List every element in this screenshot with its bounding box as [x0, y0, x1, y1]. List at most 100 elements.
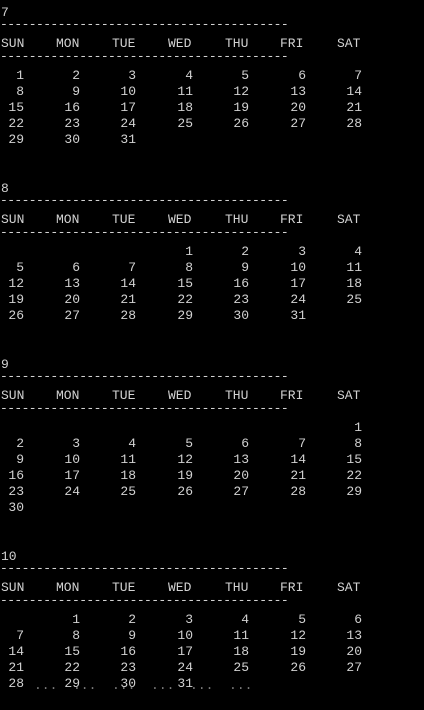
day-cell: 14 — [8, 644, 24, 659]
day-cell: 10 — [290, 260, 306, 275]
month-block: 9 ---------------------------------------… — [0, 358, 424, 518]
week-grid: 1 2 3 4 5 6 7 8 9 10 11 12 13 14 15 16 17 18 19 20 21 22 23 24 2… — [0, 68, 424, 148]
weekday-header: SUN MON TUE WED THU FRI SAT — [0, 36, 424, 52]
weekday-label: FRI — [280, 212, 304, 227]
footer-fragment: ... ... ... ... ... ... — [34, 686, 252, 693]
day-cell: 20 — [233, 468, 249, 483]
week-row: 30 — [0, 500, 424, 516]
weekday-label: TUE — [112, 580, 136, 595]
day-cell: 19 — [290, 644, 306, 659]
month-number: 9 — [1, 357, 9, 372]
day-cell: 16 — [8, 468, 24, 483]
week-row: 16 17 18 19 20 21 22 — [0, 468, 424, 484]
weekday-label: THU — [225, 580, 249, 595]
day-cell: 4 — [354, 244, 362, 259]
day-cell: 31 — [177, 676, 193, 691]
week-row: 1 2 3 4 5 6 — [0, 612, 424, 628]
day-cell: 5 — [298, 612, 306, 627]
week-row: 7 8 9 10 11 12 13 — [0, 628, 424, 644]
day-cell: 15 — [8, 100, 24, 115]
day-cell: 2 — [16, 436, 24, 451]
day-cell: 23 — [64, 116, 80, 131]
day-cell: 10 — [64, 452, 80, 467]
weekday-header: SUN MON TUE WED THU FRI SAT — [0, 388, 424, 404]
weekday-label: FRI — [280, 580, 304, 595]
week-row: 8 9 10 11 12 13 14 — [0, 84, 424, 100]
day-cell: 30 — [120, 676, 136, 691]
day-cell: 4 — [241, 612, 249, 627]
day-cell: 25 — [233, 660, 249, 675]
week-row: 26 27 28 29 30 31 — [0, 308, 424, 324]
day-cell: 16 — [120, 644, 136, 659]
day-cell: 12 — [8, 276, 24, 291]
month-block: 7 ---------------------------------------… — [0, 6, 424, 166]
day-cell: 11 — [346, 260, 362, 275]
day-cell: 28 — [8, 676, 24, 691]
day-cell: 2 — [128, 612, 136, 627]
day-cell: 29 — [64, 676, 80, 691]
day-cell: 6 — [298, 68, 306, 83]
day-cell: 22 — [177, 292, 193, 307]
day-cell: 28 — [120, 308, 136, 323]
day-cell: 3 — [185, 612, 193, 627]
day-cell: 13 — [233, 452, 249, 467]
day-cell: 30 — [233, 308, 249, 323]
day-cell: 11 — [177, 84, 193, 99]
week-row: 12 13 14 15 16 17 18 — [0, 276, 424, 292]
weekday-label: THU — [225, 36, 249, 51]
day-cell: 9 — [128, 628, 136, 643]
day-cell: 20 — [346, 644, 362, 659]
day-cell: 12 — [233, 84, 249, 99]
divider-line: ---------------------------------------- — [0, 593, 289, 608]
day-cell: 10 — [120, 84, 136, 99]
month-number: 7 — [1, 5, 9, 20]
week-grid: 1 2 3 4 5 6 7 8 9 10 11 12 13 14 15 16 17 18 19 20 21 22 23 24 2… — [0, 244, 424, 324]
week-row: 9 10 11 12 13 14 15 — [0, 452, 424, 468]
day-cell: 8 — [16, 84, 24, 99]
weekday-label: WED — [168, 212, 192, 227]
day-cell: 13 — [290, 84, 306, 99]
day-cell: 16 — [233, 276, 249, 291]
day-cell: 18 — [346, 276, 362, 291]
day-cell: 15 — [177, 276, 193, 291]
month-number: 10 — [1, 549, 17, 564]
week-row: 28 29 30 31 — [0, 676, 424, 692]
day-cell: 27 — [64, 308, 80, 323]
day-cell: 6 — [241, 436, 249, 451]
day-cell: 26 — [8, 308, 24, 323]
day-cell: 18 — [233, 644, 249, 659]
day-cell: 20 — [64, 292, 80, 307]
week-row: 5 6 7 8 9 10 11 — [0, 260, 424, 276]
divider-line: ---------------------------------------- — [0, 225, 289, 240]
weekday-label: TUE — [112, 388, 136, 403]
day-cell: 27 — [233, 484, 249, 499]
day-cell: 6 — [354, 612, 362, 627]
weekday-label: SAT — [337, 388, 361, 403]
weekday-label: THU — [225, 212, 249, 227]
divider-line: ---------------------------------------- — [0, 369, 289, 384]
week-row: 22 23 24 25 26 27 28 — [0, 116, 424, 132]
day-cell: 26 — [177, 484, 193, 499]
day-cell: 15 — [346, 452, 362, 467]
day-cell: 21 — [290, 468, 306, 483]
week-row: 21 22 23 24 25 26 27 — [0, 660, 424, 676]
day-cell: 4 — [128, 436, 136, 451]
day-cell: 9 — [241, 260, 249, 275]
weekday-label: SUN — [1, 36, 25, 51]
month-block: 10 --------------------------------------… — [0, 550, 424, 710]
weekday-label: SUN — [1, 580, 25, 595]
day-cell: 13 — [346, 628, 362, 643]
day-cell: 7 — [16, 628, 24, 643]
day-cell: 29 — [177, 308, 193, 323]
day-cell: 11 — [120, 452, 136, 467]
day-cell: 1 — [72, 612, 80, 627]
day-cell: 30 — [64, 132, 80, 147]
day-cell: 8 — [354, 436, 362, 451]
day-cell: 11 — [233, 628, 249, 643]
day-cell: 19 — [8, 292, 24, 307]
day-cell: 19 — [233, 100, 249, 115]
day-cell: 30 — [8, 500, 24, 515]
day-cell: 3 — [72, 436, 80, 451]
week-row: 15 16 17 18 19 20 21 — [0, 100, 424, 116]
day-cell: 29 — [8, 132, 24, 147]
